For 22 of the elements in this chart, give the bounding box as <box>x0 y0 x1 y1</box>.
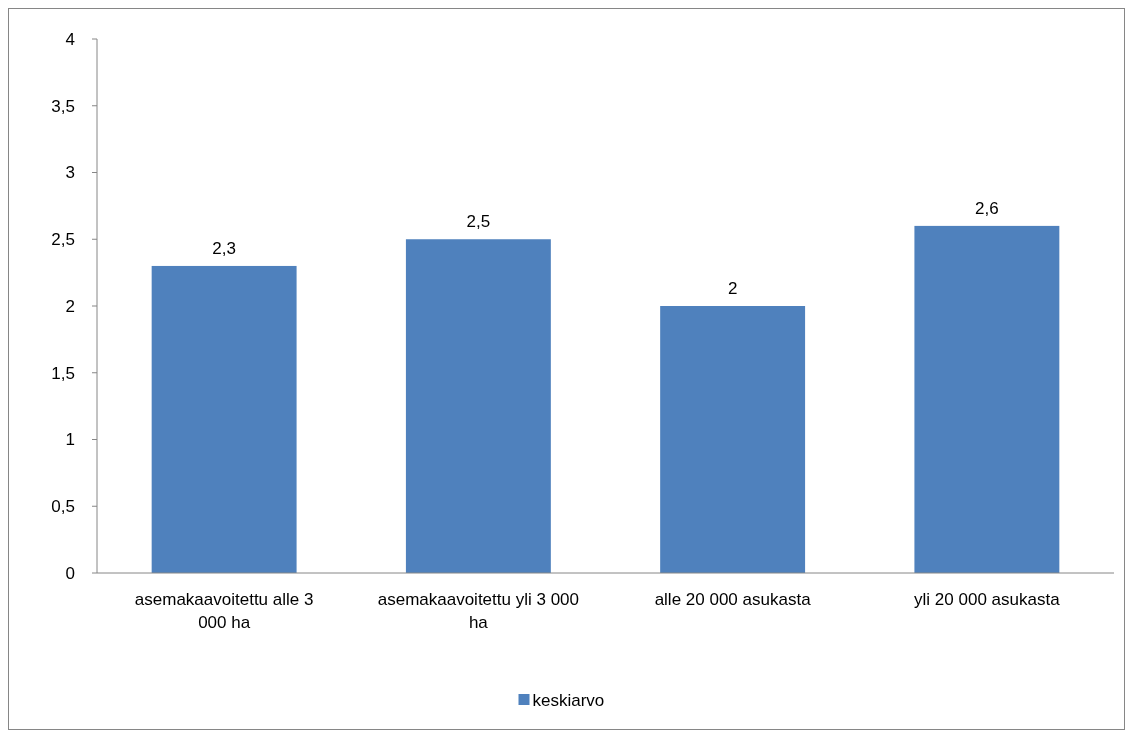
data-label: 2,5 <box>466 212 491 232</box>
x-tick-label: asemakaavoitettu yli 3 000 ha <box>377 590 580 632</box>
y-tick-label: 0 <box>65 563 75 583</box>
y-tick-label: 2,5 <box>51 230 75 250</box>
bar <box>660 306 806 573</box>
y-tick-label: 3,5 <box>51 96 75 116</box>
x-tick-label: asemakaavoitettu alle 3 000 ha <box>134 590 314 632</box>
y-tick-label: 2 <box>65 296 75 316</box>
y-tick-label: 1,5 <box>51 363 75 383</box>
data-label: 2 <box>727 279 738 298</box>
y-tick-label: 0,5 <box>51 497 75 517</box>
x-tick-label: yli 20 000 asukasta <box>914 590 1061 609</box>
bar <box>151 265 297 573</box>
data-label: 2,3 <box>212 238 236 258</box>
x-tick-label: alle 20 000 asukasta <box>654 590 812 609</box>
y-tick-label: 1 <box>65 430 75 450</box>
y-tick-label: 4 <box>65 29 75 49</box>
bar <box>405 239 551 573</box>
bar <box>914 225 1060 573</box>
legend-label: keskiarvo <box>532 690 605 710</box>
data-label: 2,6 <box>975 198 999 218</box>
y-tick-label: 3 <box>65 163 75 183</box>
